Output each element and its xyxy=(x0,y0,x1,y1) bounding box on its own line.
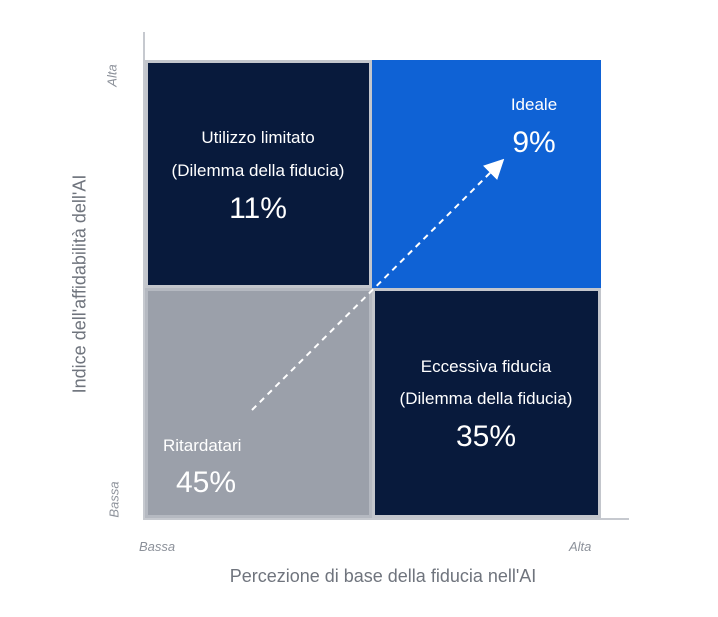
y-axis-label: Indice dell'affidabilità dell'AI xyxy=(69,174,90,394)
quadrant-eccessiva-fiducia-title: Eccessiva fiducia xyxy=(420,357,552,376)
quadrant-ideale-value: 9% xyxy=(512,126,556,159)
quadrant-eccessiva-fiducia xyxy=(372,288,601,518)
x-axis-line xyxy=(143,518,629,520)
x-axis-label: Percezione di base della fiducia nell'AI xyxy=(229,566,537,586)
x-tick-low: Bassa xyxy=(139,539,176,554)
quadrant-ritardatari xyxy=(145,288,372,518)
quadrant-utilizzo-limitato xyxy=(145,60,372,288)
quadrant-ritardatari-title: Ritardatari xyxy=(163,436,242,455)
trend-arrow-line xyxy=(251,158,505,411)
quadrant-utilizzo-limitato-value: 11% xyxy=(229,192,287,225)
quadrant-utilizzo-limitato-title: Utilizzo limitato xyxy=(201,128,315,147)
y-axis-line xyxy=(143,32,145,520)
y-tick-high: Alta xyxy=(104,64,120,87)
y-tick-low: Bassa xyxy=(106,481,122,518)
x-tick-high: Alta xyxy=(569,539,592,554)
quadrant-eccessiva-fiducia-value: 35% xyxy=(455,420,517,453)
quadrant-ideale-title: Ideale xyxy=(510,95,558,114)
quadrant-eccessiva-fiducia-subtitle: (Dilemma della fiducia) xyxy=(399,389,573,408)
quadrant-ritardatari-value: 45% xyxy=(176,466,237,499)
quadrant-utilizzo-limitato-subtitle: (Dilemma della fiducia) xyxy=(171,161,345,180)
